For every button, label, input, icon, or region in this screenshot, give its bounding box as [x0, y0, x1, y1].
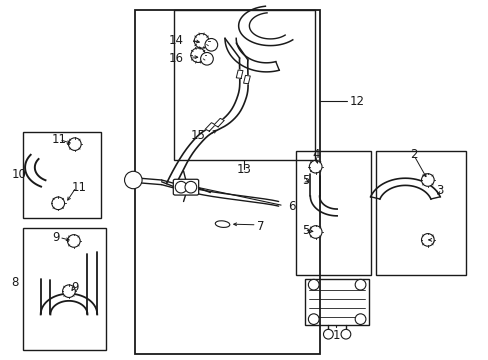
Ellipse shape [421, 234, 433, 246]
Bar [375, 151, 466, 275]
Text: 6: 6 [288, 201, 295, 213]
Text: 13: 13 [237, 163, 251, 176]
Ellipse shape [52, 197, 64, 210]
Text: 8: 8 [11, 276, 19, 289]
Ellipse shape [204, 39, 217, 51]
Ellipse shape [323, 329, 332, 339]
Text: 11: 11 [52, 133, 67, 146]
Bar [305, 279, 368, 325]
Ellipse shape [354, 279, 365, 290]
Ellipse shape [194, 33, 208, 48]
Ellipse shape [62, 285, 75, 297]
Bar [22, 228, 105, 350]
Bar [295, 151, 370, 275]
Text: 3: 3 [435, 184, 443, 197]
Ellipse shape [308, 314, 319, 324]
Text: 10: 10 [11, 168, 26, 181]
Bar [173, 10, 315, 160]
Text: 5: 5 [302, 174, 309, 186]
Ellipse shape [309, 161, 322, 173]
Text: 7: 7 [256, 220, 264, 233]
Ellipse shape [308, 279, 319, 290]
Text: 5: 5 [302, 224, 309, 237]
Bar [22, 132, 101, 218]
Text: 3: 3 [427, 234, 434, 247]
FancyBboxPatch shape [173, 179, 198, 195]
Polygon shape [205, 123, 215, 131]
Ellipse shape [175, 181, 186, 193]
Text: 12: 12 [348, 95, 364, 108]
Ellipse shape [124, 171, 142, 189]
Text: 9: 9 [52, 231, 59, 244]
Ellipse shape [340, 329, 350, 339]
Text: 11: 11 [71, 181, 86, 194]
Ellipse shape [190, 48, 205, 63]
Polygon shape [214, 118, 224, 127]
Ellipse shape [68, 138, 81, 150]
Ellipse shape [184, 181, 196, 193]
Text: 4: 4 [312, 148, 320, 161]
Text: 16: 16 [168, 51, 183, 64]
Text: 9: 9 [71, 281, 79, 294]
Polygon shape [243, 75, 250, 84]
Text: 14: 14 [168, 33, 183, 47]
Ellipse shape [215, 221, 229, 228]
Text: 15: 15 [190, 129, 205, 142]
Ellipse shape [67, 235, 80, 247]
Ellipse shape [309, 226, 322, 238]
Ellipse shape [200, 53, 213, 65]
Bar [135, 10, 320, 354]
Ellipse shape [421, 174, 433, 186]
Text: 1: 1 [332, 329, 339, 342]
Text: 2: 2 [409, 148, 417, 161]
Polygon shape [236, 70, 243, 78]
Ellipse shape [354, 314, 365, 324]
